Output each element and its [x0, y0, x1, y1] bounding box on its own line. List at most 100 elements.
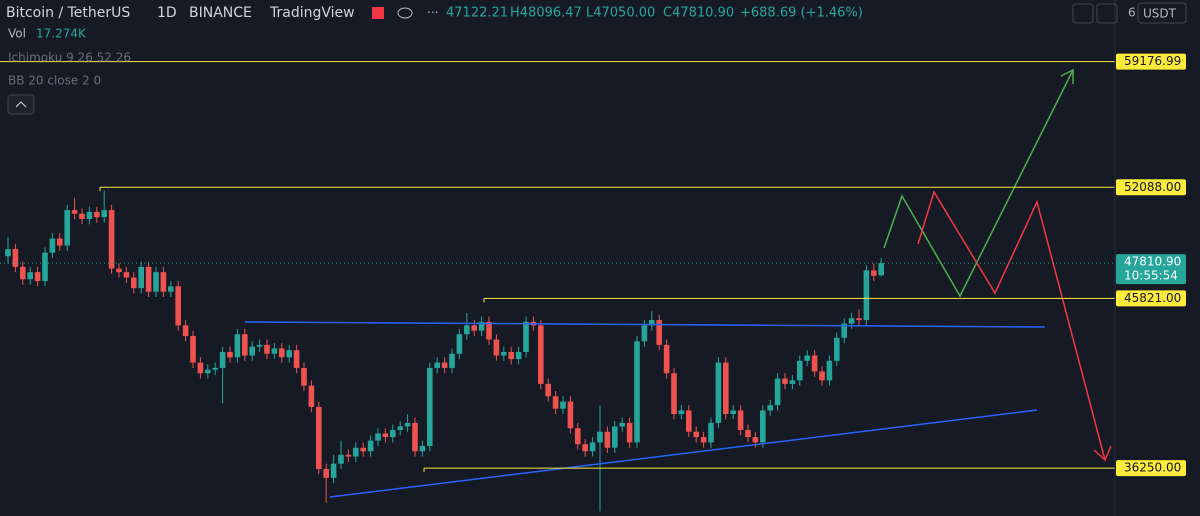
collapse-button[interactable]	[7, 94, 35, 115]
candle-body	[782, 378, 788, 384]
eye-icon[interactable]	[397, 7, 413, 19]
candle-body	[101, 210, 107, 218]
candle-body	[493, 339, 500, 356]
candle-body	[138, 266, 144, 289]
candle-body	[560, 401, 566, 409]
candle-body	[234, 334, 241, 358]
candle-body	[434, 362, 440, 368]
candle-body	[619, 422, 625, 427]
candle-body	[678, 410, 685, 415]
level-label: 45821.00	[1124, 291, 1181, 305]
drawings	[244, 68, 1112, 498]
candle-body	[589, 442, 596, 452]
candle-body	[190, 336, 196, 363]
last-price-tag	[1116, 254, 1186, 285]
candle-body	[501, 351, 507, 356]
candle-body	[552, 396, 559, 409]
candle-body	[745, 429, 751, 438]
corner-label: 6	[1128, 6, 1136, 20]
candle-body	[811, 355, 818, 372]
candle-body	[94, 211, 100, 218]
candles	[5, 190, 884, 512]
level-tag	[1116, 53, 1186, 70]
candle-body	[330, 463, 337, 478]
candle-body	[538, 325, 544, 384]
candle-body	[449, 353, 455, 368]
candle-body	[471, 325, 477, 331]
interval: 1D	[157, 5, 177, 21]
candle-body	[567, 401, 574, 429]
close-value: C47810.90	[663, 6, 734, 21]
candle-body	[634, 341, 640, 443]
candle-body	[708, 422, 714, 443]
candle-body	[153, 272, 159, 292]
candle-body	[419, 445, 426, 452]
candle-body	[656, 320, 662, 345]
candle-body	[182, 325, 189, 337]
level-tag	[1116, 179, 1186, 196]
candle-body	[456, 334, 463, 354]
symbol: Bitcoin / TetherUS	[6, 5, 130, 21]
reset-button[interactable]	[1096, 3, 1118, 24]
candle-body	[767, 405, 773, 411]
candle-body	[412, 422, 418, 452]
projection-path	[917, 190, 1106, 461]
candle-body	[42, 252, 48, 282]
exchange: BINANCE	[189, 5, 252, 21]
candle-body	[116, 268, 122, 273]
candle-body	[545, 383, 551, 397]
candle-body	[856, 318, 862, 321]
candle-body	[353, 447, 359, 457]
candle-body	[834, 337, 840, 361]
currency: USDT	[1143, 7, 1177, 21]
candle-body	[27, 272, 33, 280]
candle-body	[5, 249, 11, 257]
candle-body	[871, 270, 877, 276]
candle-body	[604, 431, 611, 448]
candle-body	[597, 431, 603, 443]
scroll-button[interactable]	[1072, 3, 1094, 24]
open-value: 47122.21	[446, 6, 508, 21]
candle-body	[626, 422, 633, 443]
candle-body	[404, 422, 411, 427]
candle-body	[478, 321, 485, 331]
candle-body	[71, 210, 78, 214]
level-label: 36250.00	[1124, 461, 1181, 475]
trend-line	[329, 409, 1038, 498]
candle-body	[286, 350, 292, 358]
candle-body	[323, 468, 329, 478]
candle-body	[175, 286, 181, 326]
trend-line	[244, 321, 1046, 328]
vol-value: 17.274K	[36, 27, 87, 41]
change-value: +688.69 (+1.46%)	[740, 6, 863, 21]
more-icon[interactable]: ···	[427, 6, 438, 20]
candle-body	[797, 360, 803, 381]
candle-body	[723, 362, 729, 415]
candle-body	[271, 348, 278, 354]
candle-body	[686, 410, 692, 432]
candle-body	[108, 210, 115, 269]
level-tag	[1116, 460, 1186, 477]
candle-body	[34, 272, 41, 282]
candle-body	[641, 325, 648, 342]
candle-body	[264, 344, 270, 354]
arrow-head	[1060, 68, 1074, 84]
header: Bitcoin / TetherUS 1D BINANCE TradingVie…	[6, 2, 1187, 115]
candle-body	[212, 367, 218, 370]
candle-body	[819, 371, 825, 381]
currency-button[interactable]	[1137, 2, 1187, 24]
flag-icon[interactable]	[372, 7, 384, 19]
candle-body	[57, 238, 63, 246]
level-tag	[1116, 290, 1186, 307]
candle-body	[804, 355, 810, 361]
candle-body	[663, 344, 670, 374]
collapse-icon	[15, 101, 27, 108]
candle-body	[49, 238, 56, 253]
candle-body	[367, 440, 374, 452]
candle-body	[523, 321, 529, 352]
candle-body	[12, 249, 19, 267]
candle-body	[464, 325, 470, 335]
candle-body	[774, 378, 781, 406]
level-label: 59176.99	[1124, 54, 1181, 68]
